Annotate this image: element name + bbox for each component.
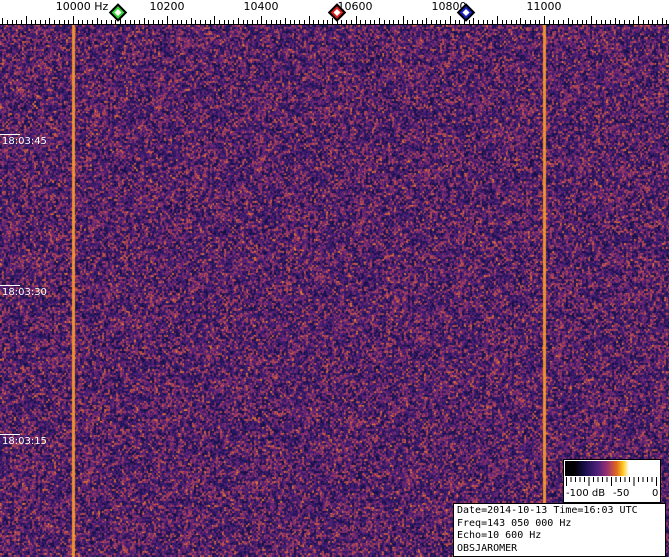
color-gradient <box>565 461 659 476</box>
colorbar-label-min: -100 dB <box>566 488 606 499</box>
time-label: 18:03:45 <box>2 136 47 147</box>
time-label: 18:03:30 <box>2 287 47 298</box>
time-label: 18:03:15 <box>2 436 47 447</box>
time-tick <box>0 285 20 286</box>
color-scale-ticks <box>566 477 657 486</box>
freq-label-10000: 10000 Hz <box>55 0 109 13</box>
freq-text: Freq=143 050 000 Hz <box>457 517 572 529</box>
waterfall-display[interactable] <box>0 25 669 557</box>
freq-label-10400: 10400 <box>243 0 279 13</box>
colorbar-label-max: 0 <box>652 488 659 499</box>
time-tick <box>0 434 20 435</box>
frequency-ticks <box>0 16 669 25</box>
info-box: Date=2014-10-13 Time=16:03 UTC Freq=143 … <box>453 503 666 557</box>
freq-label-10600: 10600 <box>337 0 373 13</box>
freq-label-11000: 11000 <box>526 0 562 13</box>
echo-text: Echo=10 600 Hz <box>457 530 542 541</box>
time-tick <box>0 134 20 135</box>
date-time-text: Date=2014-10-13 Time=16:03 UTC <box>457 505 638 516</box>
colorbar-label-mid: -50 <box>613 488 630 499</box>
frequency-scale[interactable]: 10000 Hz 10200 10400 10600 10800 11000 <box>0 0 669 25</box>
freq-label-10200: 10200 <box>149 0 185 13</box>
station-text: OBSJAROMER <box>457 542 518 554</box>
color-scale-legend: -100 dB -50 0 <box>563 459 661 503</box>
